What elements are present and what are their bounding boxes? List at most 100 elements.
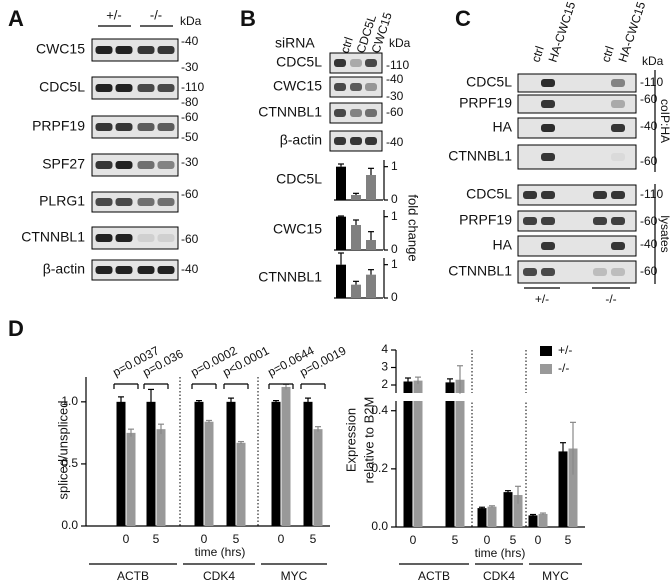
blot-strip <box>91 76 179 100</box>
bar <box>445 382 455 527</box>
protein-label: PRPF19 <box>459 95 512 111</box>
unit-label: kDa <box>180 14 202 28</box>
blot-band <box>523 217 537 225</box>
bar <box>336 166 346 200</box>
blot-strip <box>517 184 637 206</box>
blot-band <box>611 79 625 87</box>
blot-strip <box>91 226 179 250</box>
y-tick-label: 0 <box>391 242 398 256</box>
lane-label: ctrl <box>599 44 617 64</box>
blot-strip <box>329 102 383 124</box>
blot-band <box>137 266 155 274</box>
bar <box>194 401 204 526</box>
x-tick-label: 0 <box>484 533 491 547</box>
blot-strip <box>517 144 637 170</box>
blot-band <box>115 123 133 131</box>
bar <box>226 401 236 526</box>
kda-marker: -50 <box>181 130 199 144</box>
y-tick-label: 0.2 <box>371 461 388 475</box>
x-tick-label: 0 <box>278 532 285 546</box>
protein-label: CDC5L <box>466 74 512 90</box>
blot-band <box>95 198 113 206</box>
blot-band <box>334 59 346 67</box>
x-tick-label: 5 <box>233 532 240 546</box>
panel-label: B <box>240 6 256 31</box>
blot-strip <box>517 94 637 114</box>
blot-band <box>541 124 555 132</box>
blot-strip <box>517 260 637 284</box>
y-axis-label: Expression <box>343 408 358 472</box>
kda-marker: -60 <box>640 264 658 278</box>
y-tick-label: 0 <box>391 192 398 206</box>
kda-marker: -80 <box>181 95 199 109</box>
bar <box>351 284 361 298</box>
kda-marker: -110 <box>640 75 663 89</box>
y-tick-label: 0.5 <box>61 456 78 470</box>
blot-band <box>523 268 537 276</box>
x-tick-label: 0 <box>535 533 542 547</box>
blot-band <box>611 242 625 250</box>
protein-label: PRPF19 <box>459 212 512 228</box>
group-label: ACTB <box>418 569 450 583</box>
blot-band <box>334 137 346 145</box>
group-label: MYC <box>542 569 569 583</box>
condition-label: siRNA <box>275 35 315 51</box>
blot-band <box>593 191 607 199</box>
blot-band <box>541 100 555 108</box>
kda-marker: -60 <box>386 105 404 119</box>
x-tick-label: 0 <box>201 532 208 546</box>
blot-band <box>350 137 362 145</box>
kda-marker: -60 <box>181 187 199 201</box>
y-tick-label: 1 <box>391 257 398 271</box>
bar <box>366 274 376 298</box>
blot-strip <box>91 115 179 139</box>
blot-band <box>95 123 113 131</box>
bar <box>281 386 291 526</box>
blot-band <box>95 161 113 169</box>
blot-band <box>365 59 377 67</box>
bar <box>538 513 548 527</box>
y-tick-label: 0.0 <box>61 518 78 532</box>
y-tick-label: 1 <box>391 209 398 223</box>
group-label: coIP:HA <box>658 99 670 143</box>
blot-band <box>137 84 155 92</box>
y-tick-label: 0.0 <box>371 519 388 533</box>
blot-strip <box>517 73 637 93</box>
blot-band <box>365 109 377 117</box>
kda-marker: -40 <box>386 72 404 86</box>
blot-strip <box>91 259 179 281</box>
protein-label: CDC5L <box>466 186 512 202</box>
blot-band <box>541 242 555 250</box>
bar <box>146 401 156 526</box>
bar <box>366 240 376 250</box>
blot-strip <box>91 153 179 177</box>
bar <box>503 492 513 527</box>
y-tick-label: 2 <box>381 377 388 391</box>
protein-label: CTNNBL1 <box>21 229 85 245</box>
protein-label: CTNNBL1 <box>258 104 322 120</box>
bar <box>455 379 465 527</box>
bar <box>487 506 497 527</box>
blot-band <box>95 46 113 54</box>
blot-band <box>157 198 175 206</box>
blot-band <box>593 268 607 276</box>
bar <box>236 442 246 526</box>
blot-band <box>137 46 155 54</box>
kda-marker: -40 <box>181 34 199 48</box>
x-axis-label: time (hrs) <box>195 545 246 559</box>
bar <box>513 495 523 527</box>
bar <box>351 195 361 200</box>
legend-label: +/- <box>558 343 572 357</box>
protein-label: CWC15 <box>273 78 322 94</box>
bar <box>156 429 166 526</box>
bar <box>303 401 313 526</box>
blot-band <box>157 123 175 131</box>
blot-band <box>95 234 113 242</box>
blot-band <box>157 46 175 54</box>
protein-label: CTNNBL1 <box>448 148 512 164</box>
protein-label: HA <box>493 237 513 253</box>
y-axis-label: spliced/unspliced <box>55 400 70 499</box>
genotype-label: +/- <box>535 292 549 306</box>
blot-band <box>541 191 555 199</box>
genotype-label: +/- <box>106 7 122 22</box>
